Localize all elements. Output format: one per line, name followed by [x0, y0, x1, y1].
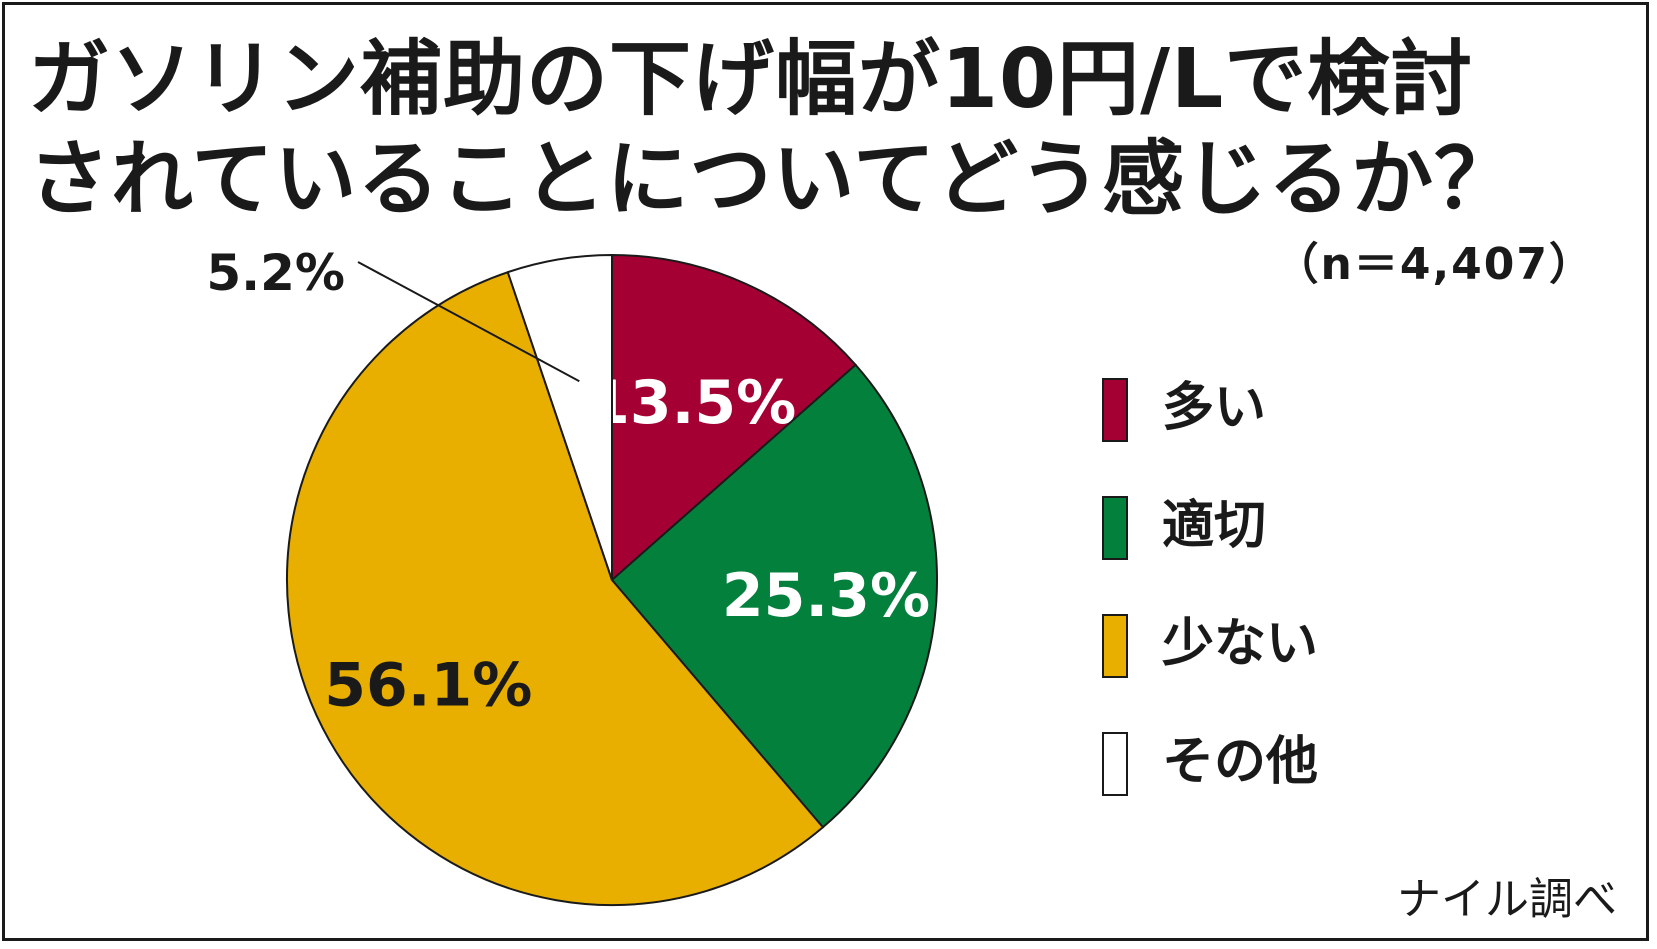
legend-label-sonota: その他: [1162, 732, 1319, 792]
data-label-sukunai: 56.1%: [324, 650, 532, 720]
legend-swatch-sukunai: [1102, 614, 1128, 678]
legend-swatch-ooi: [1102, 378, 1128, 442]
source-note: ナイル調べ: [1397, 874, 1617, 925]
pie-slice-sukunai: [286, 270, 825, 906]
data-label-tekisetsu: 25.3%: [722, 561, 930, 631]
legend-swatch-sonota: [1102, 732, 1128, 796]
legend-label-ooi: 多い: [1162, 378, 1267, 438]
pie-slice-sonota: [506, 253, 613, 581]
leader-line-sonota: [357, 261, 580, 383]
pie-slice-ooi: [611, 253, 858, 583]
legend-label-tekisetsu: 適切: [1162, 496, 1267, 556]
chart-title: ガソリン補助の下げ幅が10円/Lで検討 されていることについてどう感じるか？: [28, 30, 1517, 230]
data-label-sonota: 5.2%: [206, 244, 345, 302]
sample-size: （n＝4,407）: [1274, 239, 1595, 290]
chart-title-line-2: されていることについてどう感じるか？: [28, 132, 1518, 227]
data-label-ooi: 13.5%: [588, 368, 796, 438]
legend-label-sukunai: 少ない: [1162, 614, 1319, 674]
pie-slice-tekisetsu: [610, 363, 938, 829]
chart-title-line-1: ガソリン補助の下げ幅が10円/Lで検討: [28, 32, 1474, 127]
legend-swatch-tekisetsu: [1102, 496, 1128, 560]
